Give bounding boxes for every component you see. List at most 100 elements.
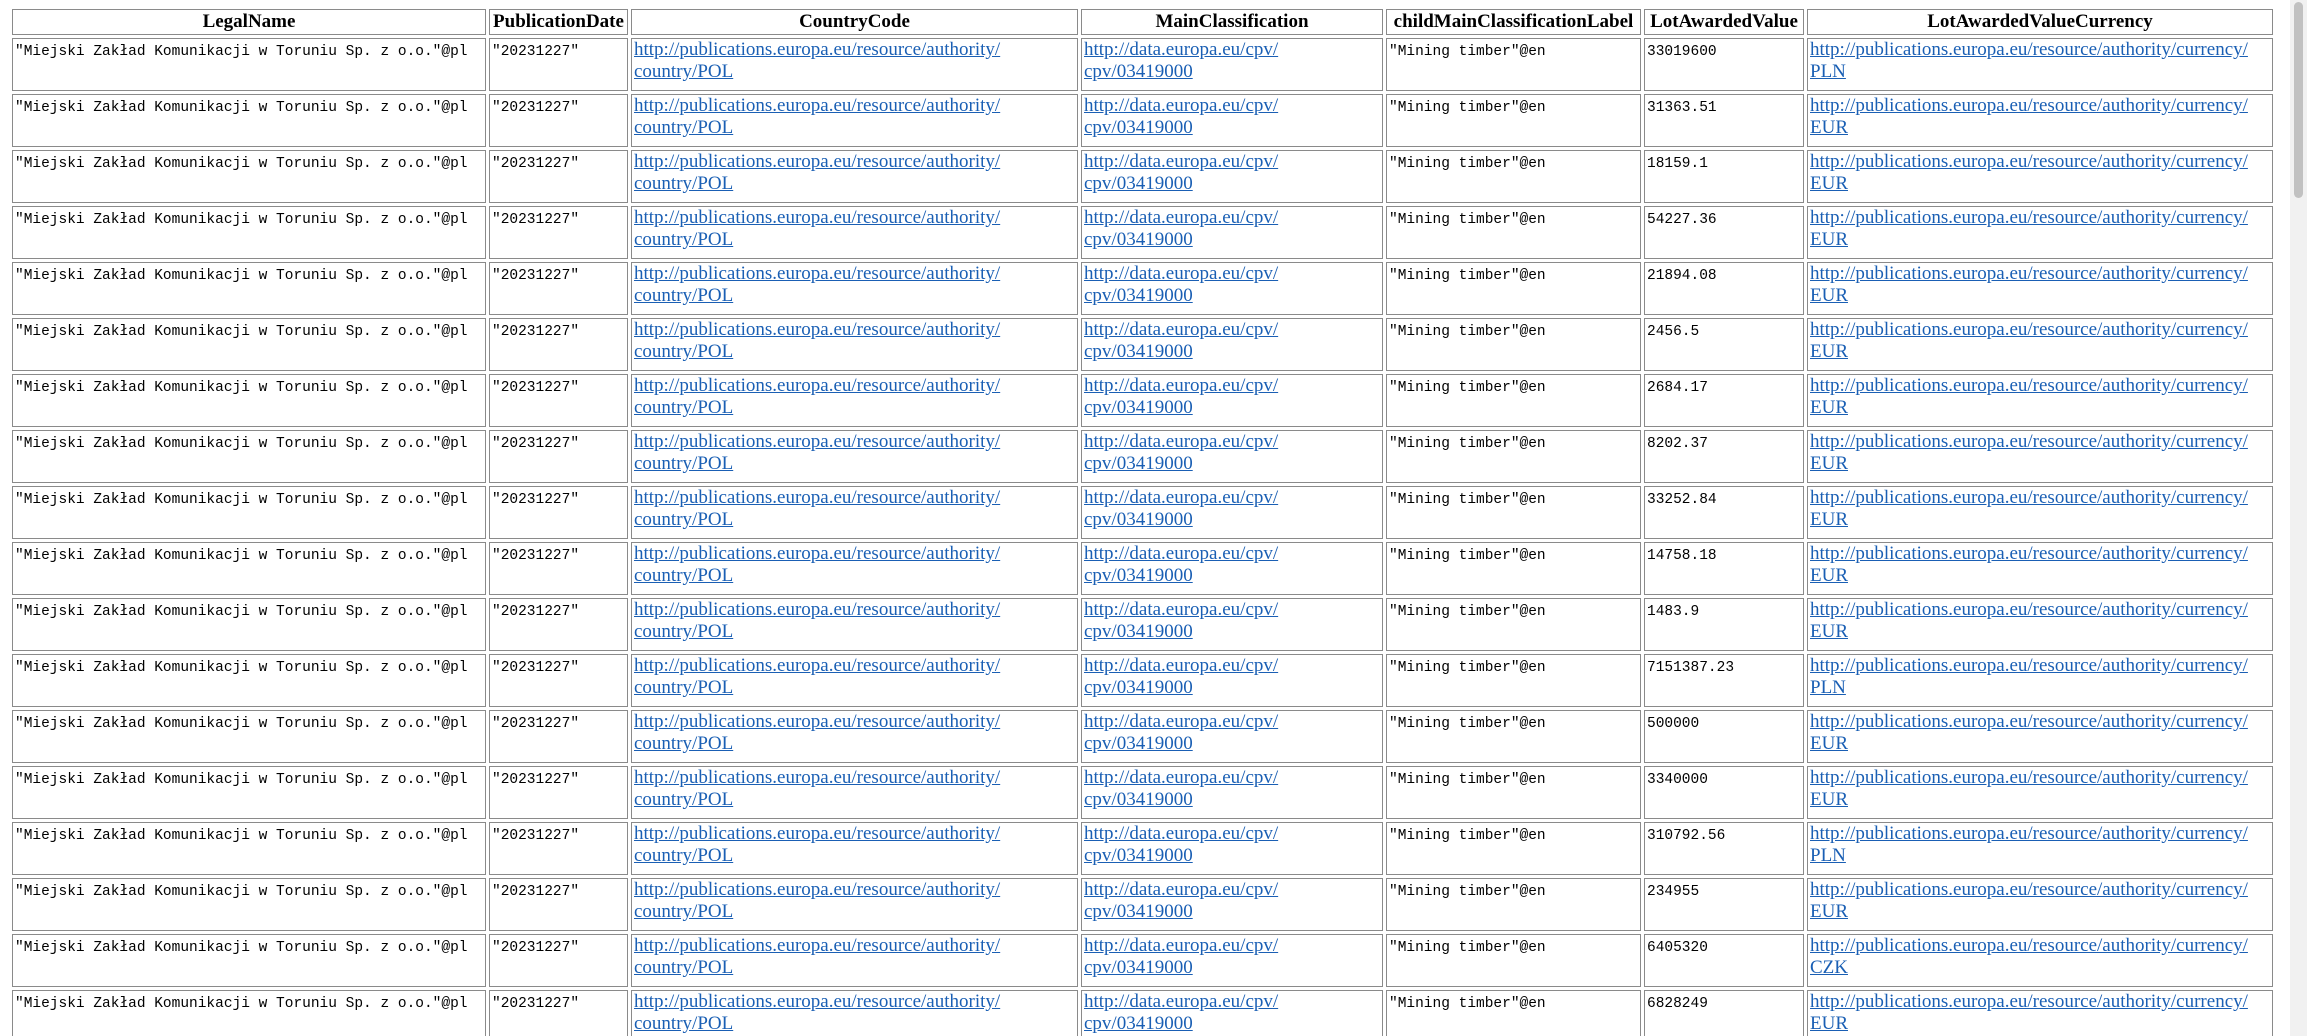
table-row: "Miejski Zakład Komunikacji w Toruniu Sp…: [12, 934, 2273, 987]
main-classification-link[interactable]: http://data.europa.eu/cpv/cpv/03419000: [1084, 39, 1380, 83]
currency-link[interactable]: http://publications.europa.eu/resource/a…: [1810, 375, 2270, 419]
main-classification-link[interactable]: http://data.europa.eu/cpv/cpv/03419000: [1084, 263, 1380, 307]
country-code-link[interactable]: http://publications.europa.eu/resource/a…: [634, 879, 1075, 923]
country-code-link[interactable]: http://publications.europa.eu/resource/a…: [634, 319, 1075, 363]
currency-cell: http://publications.europa.eu/resource/a…: [1807, 374, 2273, 427]
country-code-link[interactable]: http://publications.europa.eu/resource/a…: [634, 487, 1075, 531]
main-classification-link[interactable]: http://data.europa.eu/cpv/cpv/03419000: [1084, 767, 1380, 811]
main-classification-link[interactable]: http://data.europa.eu/cpv/cpv/03419000: [1084, 207, 1380, 251]
main-classification-link[interactable]: http://data.europa.eu/cpv/cpv/03419000: [1084, 487, 1380, 531]
currency-link[interactable]: http://publications.europa.eu/resource/a…: [1810, 767, 2270, 811]
main-classification-link[interactable]: http://data.europa.eu/cpv/cpv/03419000: [1084, 599, 1380, 643]
publication-date-cell: "20231227": [489, 710, 628, 763]
country-code-link[interactable]: http://publications.europa.eu/resource/a…: [634, 375, 1075, 419]
currency-link[interactable]: http://publications.europa.eu/resource/a…: [1810, 543, 2270, 587]
main-classification-cell: http://data.europa.eu/cpv/cpv/03419000: [1081, 822, 1383, 875]
publication-date-cell: "20231227": [489, 598, 628, 651]
legal-name-cell: "Miejski Zakład Komunikacji w Toruniu Sp…: [12, 206, 486, 259]
currency-link[interactable]: http://publications.europa.eu/resource/a…: [1810, 991, 2270, 1035]
currency-link[interactable]: http://publications.europa.eu/resource/a…: [1810, 319, 2270, 363]
table-row: "Miejski Zakład Komunikacji w Toruniu Sp…: [12, 878, 2273, 931]
main-classification-link[interactable]: http://data.europa.eu/cpv/cpv/03419000: [1084, 991, 1380, 1035]
main-classification-link-part2: cpv/03419000: [1084, 453, 1193, 474]
currency-link-part1: http://publications.europa.eu/resource/a…: [1810, 151, 2248, 172]
currency-link[interactable]: http://publications.europa.eu/resource/a…: [1810, 655, 2270, 699]
country-code-cell: http://publications.europa.eu/resource/a…: [631, 990, 1078, 1036]
country-code-link[interactable]: http://publications.europa.eu/resource/a…: [634, 711, 1075, 755]
main-classification-link[interactable]: http://data.europa.eu/cpv/cpv/03419000: [1084, 655, 1380, 699]
currency-link[interactable]: http://publications.europa.eu/resource/a…: [1810, 823, 2270, 867]
currency-link[interactable]: http://publications.europa.eu/resource/a…: [1810, 431, 2270, 475]
publication-date-cell: "20231227": [489, 94, 628, 147]
main-classification-link-part2: cpv/03419000: [1084, 957, 1193, 978]
publication-date-cell: "20231227": [489, 206, 628, 259]
currency-link-part2: EUR: [1810, 173, 1848, 194]
country-code-link-part1: http://publications.europa.eu/resource/a…: [634, 487, 1001, 508]
country-code-link[interactable]: http://publications.europa.eu/resource/a…: [634, 263, 1075, 307]
country-code-link[interactable]: http://publications.europa.eu/resource/a…: [634, 655, 1075, 699]
currency-link[interactable]: http://publications.europa.eu/resource/a…: [1810, 879, 2270, 923]
main-classification-link-part2: cpv/03419000: [1084, 901, 1193, 922]
country-code-cell: http://publications.europa.eu/resource/a…: [631, 430, 1078, 483]
scrollbar-thumb[interactable]: [2294, 2, 2303, 198]
main-classification-link[interactable]: http://data.europa.eu/cpv/cpv/03419000: [1084, 319, 1380, 363]
country-code-link[interactable]: http://publications.europa.eu/resource/a…: [634, 39, 1075, 83]
main-classification-link[interactable]: http://data.europa.eu/cpv/cpv/03419000: [1084, 431, 1380, 475]
country-code-cell: http://publications.europa.eu/resource/a…: [631, 710, 1078, 763]
country-code-link[interactable]: http://publications.europa.eu/resource/a…: [634, 151, 1075, 195]
currency-link[interactable]: http://publications.europa.eu/resource/a…: [1810, 711, 2270, 755]
country-code-link-part1: http://publications.europa.eu/resource/a…: [634, 151, 1001, 172]
main-classification-cell: http://data.europa.eu/cpv/cpv/03419000: [1081, 38, 1383, 91]
currency-link-part2: CZK: [1810, 957, 1848, 978]
country-code-link-part2: country/POL: [634, 397, 734, 418]
currency-link[interactable]: http://publications.europa.eu/resource/a…: [1810, 39, 2270, 83]
main-classification-link[interactable]: http://data.europa.eu/cpv/cpv/03419000: [1084, 711, 1380, 755]
table-row: "Miejski Zakład Komunikacji w Toruniu Sp…: [12, 822, 2273, 875]
main-classification-link[interactable]: http://data.europa.eu/cpv/cpv/03419000: [1084, 543, 1380, 587]
main-classification-link[interactable]: http://data.europa.eu/cpv/cpv/03419000: [1084, 95, 1380, 139]
country-code-link[interactable]: http://publications.europa.eu/resource/a…: [634, 95, 1075, 139]
main-classification-link-part2: cpv/03419000: [1084, 509, 1193, 530]
currency-link[interactable]: http://publications.europa.eu/resource/a…: [1810, 263, 2270, 307]
currency-link[interactable]: http://publications.europa.eu/resource/a…: [1810, 95, 2270, 139]
currency-link[interactable]: http://publications.europa.eu/resource/a…: [1810, 207, 2270, 251]
country-code-link-part2: country/POL: [634, 61, 734, 82]
country-code-link[interactable]: http://publications.europa.eu/resource/a…: [634, 599, 1075, 643]
currency-link-part1: http://publications.europa.eu/resource/a…: [1810, 431, 2248, 452]
currency-link-part2: EUR: [1810, 901, 1848, 922]
main-classification-link[interactable]: http://data.europa.eu/cpv/cpv/03419000: [1084, 935, 1380, 979]
currency-cell: http://publications.europa.eu/resource/a…: [1807, 38, 2273, 91]
country-code-link[interactable]: http://publications.europa.eu/resource/a…: [634, 207, 1075, 251]
currency-link[interactable]: http://publications.europa.eu/resource/a…: [1810, 935, 2270, 979]
country-code-link[interactable]: http://publications.europa.eu/resource/a…: [634, 823, 1075, 867]
country-code-link[interactable]: http://publications.europa.eu/resource/a…: [634, 991, 1075, 1035]
country-code-link-part2: country/POL: [634, 845, 734, 866]
child-label-cell: "Mining timber"@en: [1386, 486, 1641, 539]
main-classification-link-part1: http://data.europa.eu/cpv/: [1084, 39, 1279, 60]
main-classification-link[interactable]: http://data.europa.eu/cpv/cpv/03419000: [1084, 823, 1380, 867]
country-code-link-part2: country/POL: [634, 1013, 734, 1034]
currency-link-part2: EUR: [1810, 733, 1848, 754]
country-code-link-part1: http://publications.europa.eu/resource/a…: [634, 711, 1001, 732]
table-row: "Miejski Zakład Komunikacji w Toruniu Sp…: [12, 94, 2273, 147]
country-code-link[interactable]: http://publications.europa.eu/resource/a…: [634, 935, 1075, 979]
main-classification-link-part2: cpv/03419000: [1084, 733, 1193, 754]
table-row: "Miejski Zakład Komunikacji w Toruniu Sp…: [12, 374, 2273, 427]
main-classification-link[interactable]: http://data.europa.eu/cpv/cpv/03419000: [1084, 375, 1380, 419]
main-classification-link[interactable]: http://data.europa.eu/cpv/cpv/03419000: [1084, 879, 1380, 923]
currency-link[interactable]: http://publications.europa.eu/resource/a…: [1810, 151, 2270, 195]
currency-link[interactable]: http://publications.europa.eu/resource/a…: [1810, 599, 2270, 643]
legal-name-cell: "Miejski Zakład Komunikacji w Toruniu Sp…: [12, 598, 486, 651]
country-code-link[interactable]: http://publications.europa.eu/resource/a…: [634, 543, 1075, 587]
main-classification-cell: http://data.europa.eu/cpv/cpv/03419000: [1081, 710, 1383, 763]
currency-link-part1: http://publications.europa.eu/resource/a…: [1810, 655, 2248, 676]
country-code-link[interactable]: http://publications.europa.eu/resource/a…: [634, 431, 1075, 475]
main-classification-link[interactable]: http://data.europa.eu/cpv/cpv/03419000: [1084, 151, 1380, 195]
country-code-link[interactable]: http://publications.europa.eu/resource/a…: [634, 767, 1075, 811]
currency-link[interactable]: http://publications.europa.eu/resource/a…: [1810, 487, 2270, 531]
lot-awarded-value-cell: 310792.56: [1644, 822, 1804, 875]
publication-date-cell: "20231227": [489, 150, 628, 203]
child-label-cell: "Mining timber"@en: [1386, 262, 1641, 315]
vertical-scrollbar[interactable]: [2290, 0, 2307, 1036]
child-label-cell: "Mining timber"@en: [1386, 374, 1641, 427]
